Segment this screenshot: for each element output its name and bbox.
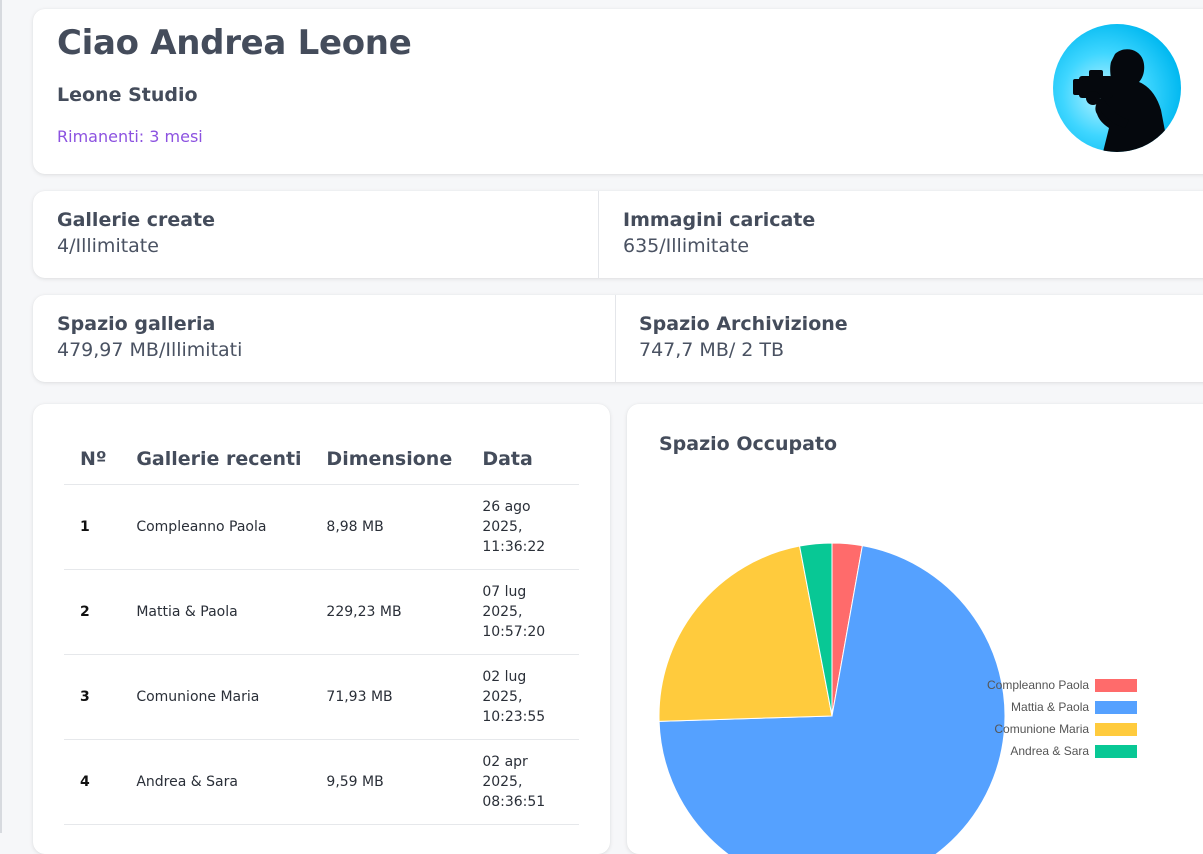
gallery-size: 229,23 MB <box>310 569 467 655</box>
row-number: 1 <box>64 484 121 570</box>
stat-label: Gallerie create <box>57 209 216 231</box>
gallery-name: Andrea & Sara <box>120 739 311 825</box>
table-row[interactable]: 2 Mattia & Paola 229,23 MB 07 lug 2025, 10… <box>64 569 579 655</box>
legend-label: Comunione Maria <box>994 722 1090 736</box>
legend-item[interactable]: Andrea & Sara <box>987 740 1138 762</box>
stat-value: 479,97 MB/Illimitati <box>57 339 243 361</box>
welcome-card: Ciao Andrea Leone Leone Studio Rimanenti… <box>33 9 1203 174</box>
gallery-date: 02 apr 2025, 08:36:51 <box>466 739 579 825</box>
gallery-stats-card: Gallerie create 4/Illimitate Immagini ca… <box>33 191 1203 278</box>
stat-value: 4/Illimitate <box>57 235 159 257</box>
gallery-size: 9,59 MB <box>310 739 467 825</box>
pie-chart <box>658 542 1006 854</box>
divider <box>615 295 616 382</box>
legend-label: Mattia & Paola <box>1011 700 1090 714</box>
avatar[interactable] <box>1053 24 1181 152</box>
table-row[interactable]: 4 Andrea & Sara 9,59 MB 02 apr 2025, 08:36… <box>64 739 579 825</box>
galleries-created-stat: Gallerie create 4/Illimitate <box>57 209 215 257</box>
legend-label: Compleanno Paola <box>987 678 1090 692</box>
col-header-date: Data <box>466 434 579 485</box>
legend-label: Andrea & Sara <box>1010 744 1090 758</box>
gallery-name: Comunione Maria <box>120 654 311 740</box>
remaining-subscription: Rimanenti: 3 mesi <box>57 127 203 146</box>
pie-slice-3[interactable] <box>658 545 833 722</box>
legend-item[interactable]: Comunione Maria <box>987 718 1138 740</box>
table-header-row: Nº Gallerie recenti Dimensione Data <box>64 434 579 485</box>
row-number: 4 <box>64 739 121 825</box>
stat-label: Spazio Archivizione <box>639 313 848 335</box>
chart-title: Spazio Occupato <box>659 433 838 455</box>
storage-chart-card: Spazio Occupato Compleanno Paola Mattia &… <box>627 404 1203 854</box>
stat-value: 635/Illimitate <box>623 235 750 257</box>
divider <box>598 191 599 278</box>
col-header-gallery: Gallerie recenti <box>120 434 311 485</box>
storage-stats-card: Spazio galleria 479,97 MB/Illimitati Spa… <box>33 295 1203 382</box>
studio-name: Leone Studio <box>57 84 198 106</box>
recent-galleries-table: Nº Gallerie recenti Dimensione Data 1 Co… <box>64 434 579 825</box>
page-title: Ciao Andrea Leone <box>57 23 412 63</box>
row-number: 3 <box>64 654 121 740</box>
window-edge <box>0 0 2 833</box>
legend-swatch <box>1095 744 1138 758</box>
gallery-space-stat: Spazio galleria 479,97 MB/Illimitati <box>57 313 242 361</box>
legend-swatch <box>1095 678 1138 692</box>
table-row[interactable]: 3 Comunione Maria 71,93 MB 02 lug 2025, 10… <box>64 654 579 740</box>
chart-legend: Compleanno Paola Mattia & Paola Comunione … <box>987 674 1138 762</box>
stat-label: Spazio galleria <box>57 313 216 335</box>
legend-swatch <box>1095 722 1138 736</box>
legend-item[interactable]: Mattia & Paola <box>987 696 1138 718</box>
archive-space-stat: Spazio Archivizione 747,7 MB/ 2 TB <box>639 313 848 361</box>
stat-value: 747,7 MB/ 2 TB <box>639 339 785 361</box>
photographer-icon <box>1073 49 1169 152</box>
gallery-date: 07 lug 2025, 10:57:20 <box>466 569 579 655</box>
gallery-name: Compleanno Paola <box>120 484 311 570</box>
gallery-name: Mattia & Paola <box>120 569 311 655</box>
images-uploaded-stat: Immagini caricate 635/Illimitate <box>623 209 815 257</box>
row-number: 2 <box>64 569 121 655</box>
stat-label: Immagini caricate <box>623 209 816 231</box>
gallery-size: 8,98 MB <box>310 484 467 570</box>
gallery-size: 71,93 MB <box>310 654 467 740</box>
gallery-date: 26 ago 2025, 11:36:22 <box>466 484 579 570</box>
legend-item[interactable]: Compleanno Paola <box>987 674 1138 696</box>
pie-slice-4[interactable] <box>799 542 833 717</box>
legend-swatch <box>1095 700 1138 714</box>
recent-galleries-card: Nº Gallerie recenti Dimensione Data 1 Co… <box>33 404 610 854</box>
col-header-number: Nº <box>64 434 121 485</box>
table-row[interactable]: 1 Compleanno Paola 8,98 MB 26 ago 2025, 11… <box>64 484 579 570</box>
col-header-size: Dimensione <box>310 434 467 485</box>
gallery-date: 02 lug 2025, 10:23:55 <box>466 654 579 740</box>
